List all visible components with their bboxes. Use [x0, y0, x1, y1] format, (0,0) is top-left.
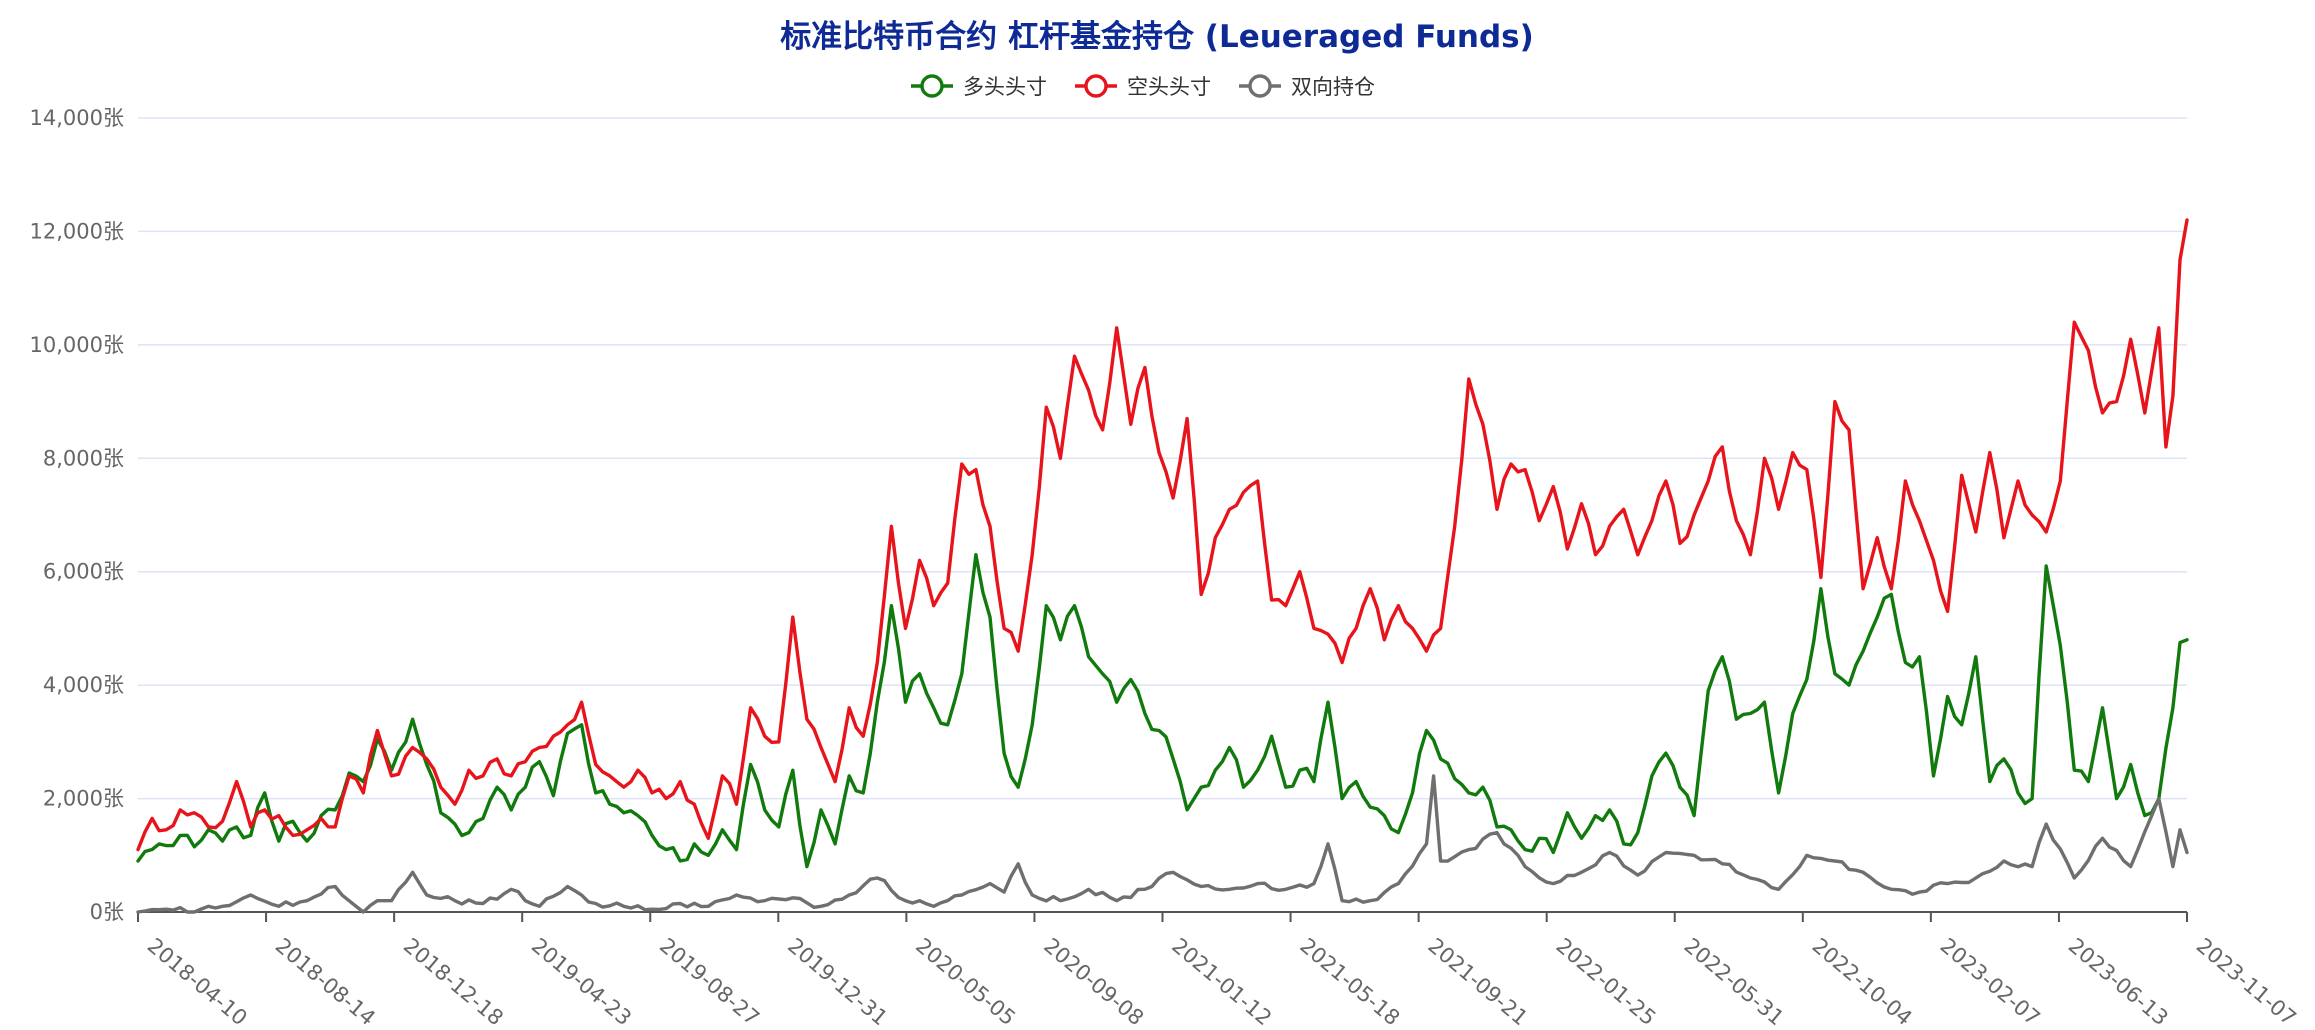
x-tick-label: 2021-01-12	[1167, 933, 1276, 1030]
legend-marker-icon	[920, 74, 944, 98]
x-tick-label: 2022-10-04	[1808, 933, 1917, 1030]
legend-marker-icon	[1084, 74, 1108, 98]
x-tick-label: 2019-08-27	[655, 933, 764, 1030]
legend-label: 双向持仓	[1291, 75, 1375, 99]
y-tick-label: 10,000张	[30, 333, 124, 357]
y-tick-label: 0张	[90, 900, 124, 924]
x-tick-label: 2021-09-21	[1423, 933, 1532, 1030]
legend-label: 多头头寸	[963, 75, 1047, 99]
legend[interactable]: 多头头寸 空头头寸 双向持仓	[911, 74, 1375, 99]
series-line	[136, 774, 2189, 914]
legend-item[interactable]: 空头头寸	[1075, 74, 1211, 99]
y-tick-label: 12,000张	[30, 219, 124, 243]
x-tick-label: 2020-09-08	[1039, 933, 1148, 1030]
legend-marker-icon	[1248, 74, 1272, 98]
series-line	[136, 218, 2189, 852]
series-line	[136, 553, 2189, 869]
x-tick-label: 2023-06-13	[2064, 933, 2173, 1030]
y-tick-label: 4,000张	[43, 673, 124, 697]
x-tick-label: 2022-05-31	[1680, 933, 1789, 1030]
x-tick-label: 2023-11-07	[2192, 933, 2301, 1030]
x-tick-label: 2023-02-07	[1936, 933, 2045, 1030]
legend-item[interactable]: 多头头寸	[911, 74, 1047, 99]
x-tick-label: 2018-04-10	[143, 933, 252, 1030]
x-tick-label: 2018-12-18	[399, 933, 508, 1030]
legend-item[interactable]: 双向持仓	[1239, 74, 1375, 99]
x-tick-label: 2020-05-05	[911, 933, 1020, 1030]
x-tick-label: 2019-12-31	[783, 933, 892, 1030]
legend-label: 空头头寸	[1127, 75, 1211, 99]
x-tick-label: 2018-08-14	[271, 933, 380, 1030]
x-tick-label: 2019-04-23	[527, 933, 636, 1030]
y-tick-label: 14,000张	[30, 106, 124, 130]
y-tick-label: 2,000张	[43, 787, 124, 811]
x-axis: 2018-04-10 2018-08-14 2018-12-18 2019-04-23…	[137, 911, 2301, 1030]
series-lines	[136, 218, 2189, 914]
x-tick-label: 2022-01-25	[1551, 933, 1660, 1030]
y-tick-label: 8,000张	[43, 446, 124, 470]
y-axis: 0张 2,000张 4,000张 6,000张 8,000张 10,000张 12,000张…	[30, 106, 124, 924]
x-tick-label: 2021-05-18	[1295, 933, 1404, 1030]
y-tick-label: 6,000张	[43, 560, 124, 584]
chart-title: 标准比特币合约 杠杆基金持仓 (Leueraged Funds)	[780, 19, 1534, 55]
grid-lines	[138, 117, 2187, 800]
